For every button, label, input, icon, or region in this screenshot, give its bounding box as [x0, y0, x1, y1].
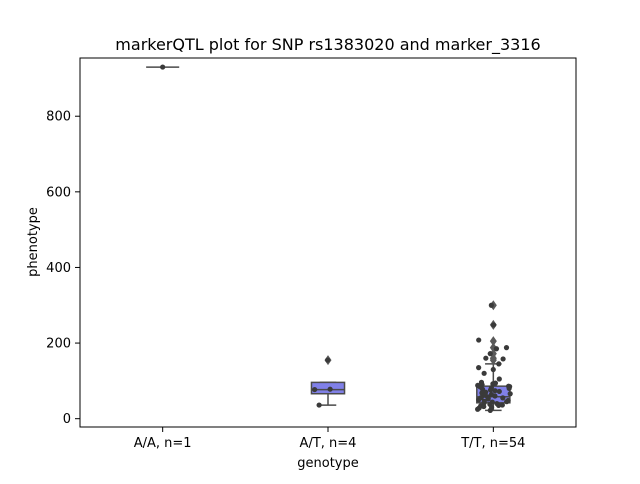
- data-point: [160, 64, 166, 70]
- data-point: [506, 385, 512, 392]
- point-group: [160, 64, 166, 70]
- y-axis-label: phenotype: [26, 207, 41, 277]
- data-point: [312, 386, 318, 393]
- plot-area: [146, 64, 513, 413]
- point-group: [475, 302, 513, 413]
- data-point: [487, 407, 493, 413]
- data-point: [492, 388, 498, 394]
- x-tick-label: A/A, n=1: [134, 436, 192, 451]
- data-point: [316, 402, 322, 408]
- data-point: [481, 400, 487, 406]
- outlier-marker: [489, 348, 497, 359]
- y-tick-label: 200: [46, 337, 71, 352]
- data-point: [476, 337, 482, 343]
- y-tick-label: 600: [46, 185, 71, 200]
- data-point: [493, 346, 500, 352]
- data-point: [503, 345, 510, 351]
- data-point: [487, 351, 493, 357]
- data-point: [507, 391, 513, 397]
- data-point: [492, 393, 498, 399]
- data-point: [487, 387, 494, 393]
- point-group: [312, 357, 333, 408]
- outlier-marker: [489, 336, 497, 347]
- data-point: [496, 402, 502, 409]
- data-point: [490, 322, 497, 328]
- data-point: [325, 357, 331, 363]
- axes: 0 200 400 600 800 A/A, n=1 A/T, n=4 T/T, n=54: [46, 110, 525, 451]
- x-tick-label: A/T, n=4: [300, 436, 357, 451]
- data-point: [476, 365, 482, 371]
- data-point: [475, 406, 481, 412]
- chart-title: markerQTL plot for SNP rs1383020 and mar…: [115, 35, 540, 55]
- data-point: [488, 302, 494, 308]
- x-axis-label: genotype: [297, 456, 358, 471]
- y-tick-label: 400: [46, 261, 71, 276]
- data-point: [496, 376, 502, 382]
- data-point: [490, 366, 496, 373]
- data-point: [500, 395, 506, 401]
- data-point: [481, 403, 487, 410]
- data-point: [483, 355, 489, 361]
- data-point: [476, 397, 482, 403]
- y-tick-label: 800: [46, 110, 71, 125]
- data-point: [496, 361, 502, 367]
- data-point: [504, 399, 510, 405]
- y-tick-label: 0: [63, 412, 71, 427]
- data-point: [327, 386, 333, 392]
- data-point: [481, 370, 487, 376]
- data-point: [485, 396, 491, 402]
- data-point: [496, 388, 502, 395]
- data-point: [500, 356, 506, 362]
- x-tick-label: T/T, n=54: [460, 436, 525, 451]
